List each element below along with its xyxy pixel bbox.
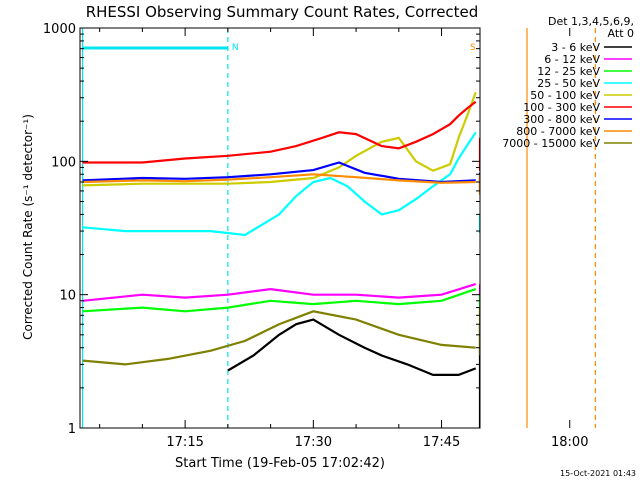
x-tick-label-0: 17:15 [166, 435, 203, 450]
marker-label-2: S [470, 43, 476, 53]
y-tick-label-0: 1 [68, 422, 76, 437]
legend-label-6: 300 - 800 keV [523, 113, 600, 126]
chart-marks: NNS17:1517:3017:4518:0018:1518:301101001… [43, 22, 596, 450]
series-line-3-0 [82, 131, 477, 237]
x-tick-label-1: 17:30 [295, 435, 332, 450]
y-tick-label-2: 100 [51, 155, 76, 170]
legend-label-2: 12 - 25 keV [537, 65, 600, 78]
series-line-8-0 [82, 310, 476, 366]
x-tick-label-2: 17:45 [423, 435, 460, 450]
series-line-7-0 [82, 173, 476, 184]
y-tick-label-3: 1000 [43, 22, 76, 37]
marker-label-0: N [232, 43, 239, 53]
series-line-1-0 [82, 283, 477, 302]
legend-label-3: 25 - 50 keV [537, 77, 600, 90]
series-line-6-0 [82, 161, 476, 184]
chart-title: RHESSI Observing Summary Count Rates, Co… [86, 3, 479, 21]
legend-header-0: Det 1,3,4,5,6,9, [548, 15, 634, 28]
series-line-2-0 [82, 288, 477, 313]
legend-label-0: 3 - 6 keV [551, 41, 600, 54]
y-axis-label: Corrected Count Rate (s⁻¹ detector⁻¹) [21, 114, 35, 340]
legend-header-1: Att 0 [608, 27, 634, 40]
series-line-4-0 [82, 91, 477, 187]
legend-label-5: 100 - 300 keV [523, 101, 600, 114]
plot-frame [79, 27, 481, 429]
series-line-5-0 [82, 100, 477, 164]
legend-label-8: 7000 - 15000 keV [502, 137, 600, 150]
y-tick-label-1: 10 [59, 289, 76, 304]
legend-label-1: 6 - 12 keV [544, 53, 600, 66]
x-tick-label-3: 18:00 [551, 435, 588, 450]
x-axis-label: Start Time (19-Feb-05 17:02:42) [175, 456, 385, 471]
legend-label-7: 800 - 7000 keV [516, 125, 600, 138]
series-line-0-0 [227, 318, 477, 376]
legend-label-4: 50 - 100 keV [530, 89, 600, 102]
footer-timestamp: 15-Oct-2021 01:43 [560, 469, 636, 478]
